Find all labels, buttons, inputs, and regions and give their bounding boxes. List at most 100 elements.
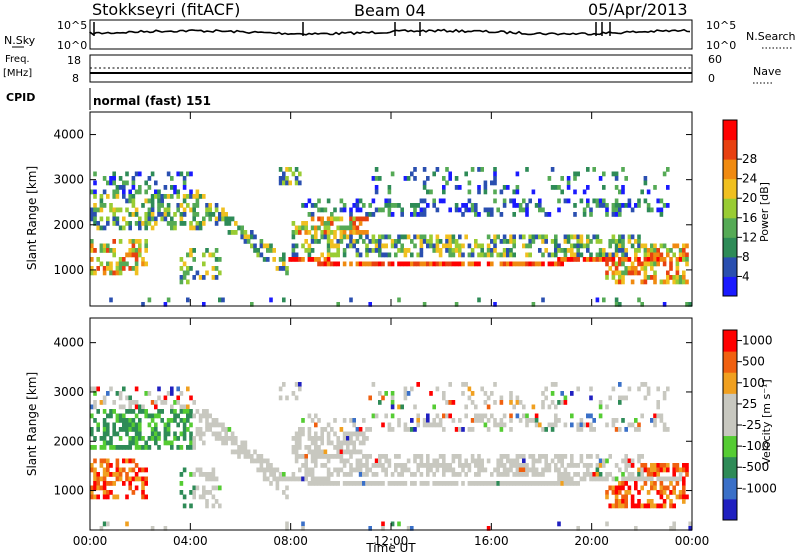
vel-cell [410,472,414,477]
vel-cell [93,386,97,392]
power-cell [646,189,651,195]
power-cell [621,243,625,249]
vel-cell [397,463,401,468]
vel-cell [442,413,446,419]
power-cell [221,216,225,222]
vel-cell [106,391,110,396]
power-cell [474,261,478,267]
vel-cell [659,413,664,419]
power-cell [144,198,148,204]
power-cell [150,194,155,199]
vel-cell [134,436,139,441]
power-cell [627,266,632,271]
vel-cell [541,404,545,410]
power-cell [374,207,379,213]
power-cell [93,203,97,208]
vel-cell [502,463,507,468]
power-cell [282,171,286,177]
vel-cell [387,463,392,468]
vel-cell [576,463,580,468]
power-cell [352,243,356,249]
power-cell [128,266,132,271]
power-cell [192,257,196,262]
vel-cell [509,427,513,432]
vel-cell [602,476,606,482]
vel-cell [96,472,100,477]
power-cell [627,270,632,276]
vel-cell [154,404,158,410]
power-cell [454,239,459,244]
power-cell [461,261,465,267]
power-cell [250,243,254,249]
vel-cell [630,499,635,504]
power-cell [330,243,334,249]
power-cell [506,252,510,258]
colorbar-swatch [723,237,737,258]
power-cell [662,257,667,262]
vel-cell [358,458,363,464]
power-cell [189,221,193,226]
vel-cell [490,413,494,419]
vel-cell [458,458,462,464]
power-cell [397,239,401,244]
power-cell [160,194,164,199]
vel-cell [656,503,660,509]
vel-cell [349,467,353,473]
power-cell [490,212,494,217]
power-cell [496,252,500,258]
power-cell [646,207,651,213]
power-cell [240,230,244,235]
power-cell [390,243,395,249]
vel-cell [400,467,404,473]
power-cell [128,248,132,253]
vel-cell [509,413,513,419]
vel-cell [320,463,324,468]
vel-cell [115,445,120,450]
power-cell [582,257,587,262]
vel-cell [198,472,203,477]
power-cell [125,180,129,186]
vel-cell [128,404,132,410]
power-cell [605,212,609,217]
vel-cell [650,503,654,509]
power-cell [112,216,116,222]
power-cell [659,279,664,285]
power-cell [426,239,430,244]
vel-cell [637,503,641,509]
power-cell [227,216,232,222]
vel-cell [368,427,372,432]
vel-cell [310,467,315,473]
power-cell [582,243,587,249]
vel-cell [579,476,584,482]
vel-cell [282,472,286,477]
power-cell [403,234,408,240]
vel-cell [141,481,145,486]
colorbar-swatch [723,120,737,141]
vel-cell [416,382,420,387]
vel-cell [243,445,248,450]
power-cell [509,252,513,258]
power-cell [406,234,411,240]
power-cell [154,216,158,222]
power-cell [550,252,555,258]
power-cell [499,212,504,217]
power-cell [195,225,200,231]
vel-cell [355,467,360,473]
vel-cell [416,463,420,468]
vel-cell [688,521,692,527]
vel-cell [522,404,526,410]
power-cell [502,261,507,267]
vel-cell [269,467,273,473]
vel-cell [410,418,414,423]
vel-cell [326,472,331,477]
vel-cell [275,485,280,491]
vel-cell [493,481,497,486]
power-cell [323,221,328,226]
power-cell [579,252,584,258]
vel-cell [637,499,641,504]
vel-cell [125,422,129,428]
vel-cell [150,413,155,419]
power-cell [106,248,110,253]
power-cell [522,243,526,249]
vel-cell [224,427,228,432]
